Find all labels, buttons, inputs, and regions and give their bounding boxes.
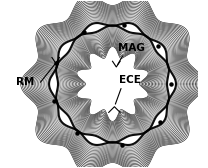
Text: MAG: MAG — [118, 43, 145, 53]
Text: ECE: ECE — [119, 75, 140, 85]
Text: RM: RM — [16, 77, 35, 87]
